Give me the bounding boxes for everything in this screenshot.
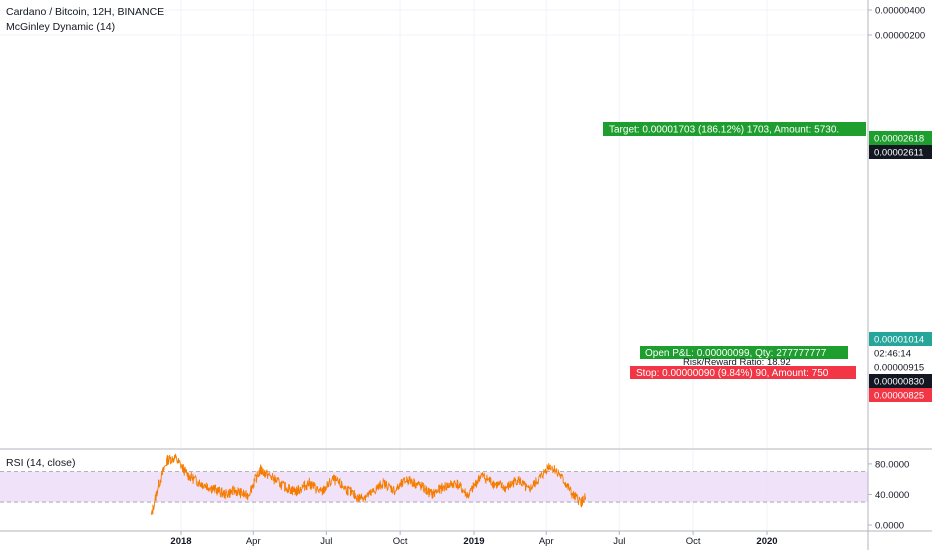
current-price-label: 0.00001014 bbox=[874, 335, 924, 346]
time-tick-label: 2020 bbox=[756, 536, 777, 547]
indicator-title: McGinley Dynamic (14) bbox=[6, 21, 115, 33]
countdown-label: 02:46:14 bbox=[874, 349, 911, 360]
target-label-box bbox=[603, 122, 866, 136]
pnl-label-text: Open P&L: 0.00000099, Qty: 277777777 bbox=[645, 348, 827, 359]
current-price-label-bg bbox=[869, 332, 932, 346]
time-axis[interactable]: 2018 Apr Jul Oct 2019 Apr Jul Oct 2020 bbox=[170, 531, 778, 547]
price-labels: 0.00002618 0.00002611 0.00001014 02:46:14 0.… bbox=[869, 131, 932, 402]
stop-price-label: 0.00000825 bbox=[874, 391, 924, 402]
target-line-price-label: 0.00002611 bbox=[874, 148, 924, 159]
symbol-title: Cardano / Bitcoin, 12H, BINANCE bbox=[6, 6, 164, 18]
rsi-tick-label: 40.0000 bbox=[875, 490, 909, 501]
rsi-line bbox=[150, 453, 587, 515]
time-tick-label: 2018 bbox=[170, 536, 191, 547]
support-price-label-bg bbox=[869, 374, 932, 388]
price-tick-label: 0.00000400 bbox=[875, 6, 925, 17]
time-tick-label: Apr bbox=[246, 536, 261, 547]
rsi-title: RSI (14, close) bbox=[6, 457, 75, 469]
rsi-band bbox=[0, 471, 868, 503]
drawing-layer: Target: 0.00001703 (186.12%) 1703, Amoun… bbox=[603, 122, 866, 379]
rsi-tick-label: 80.0000 bbox=[875, 459, 909, 470]
price-tick-label: 0.00000200 bbox=[875, 31, 925, 42]
main-grid bbox=[0, 0, 868, 531]
stop-label-text: Stop: 0.00000090 (9.84%) 90, Amount: 750 bbox=[636, 368, 829, 379]
time-tick-label: Jul bbox=[320, 536, 332, 547]
price-axis[interactable]: 0.000036000.000034000.000032000.00003000… bbox=[868, 0, 925, 532]
time-tick-label: Oct bbox=[686, 536, 701, 547]
time-tick-label: 2019 bbox=[463, 536, 484, 547]
target-price-label: 0.00002618 bbox=[874, 134, 924, 145]
rr-label-text: Risk/Reward Ratio: 18.92 bbox=[683, 357, 791, 368]
rsi-pane bbox=[0, 453, 868, 515]
target-line-price-label-bg bbox=[869, 145, 932, 159]
entry-price-label: 0.00000915 bbox=[874, 363, 924, 374]
stop-price-label-bg bbox=[869, 388, 932, 402]
time-tick-label: Oct bbox=[393, 536, 408, 547]
entry-price-label-bg bbox=[869, 360, 932, 374]
target-label-text: Target: 0.00001703 (186.12%) 1703, Amoun… bbox=[609, 125, 839, 136]
rsi-tick-label: 0.0000 bbox=[875, 521, 904, 532]
support-price-label: 0.00000830 bbox=[874, 377, 924, 388]
main-pane[interactable] bbox=[0, 0, 868, 448]
countdown-label-bg bbox=[869, 346, 932, 360]
pnl-label-box bbox=[640, 346, 848, 359]
time-tick-label: Jul bbox=[613, 536, 625, 547]
time-tick-label: Apr bbox=[539, 536, 554, 547]
stop-label-box bbox=[630, 366, 856, 379]
target-price-label-bg bbox=[869, 131, 932, 145]
